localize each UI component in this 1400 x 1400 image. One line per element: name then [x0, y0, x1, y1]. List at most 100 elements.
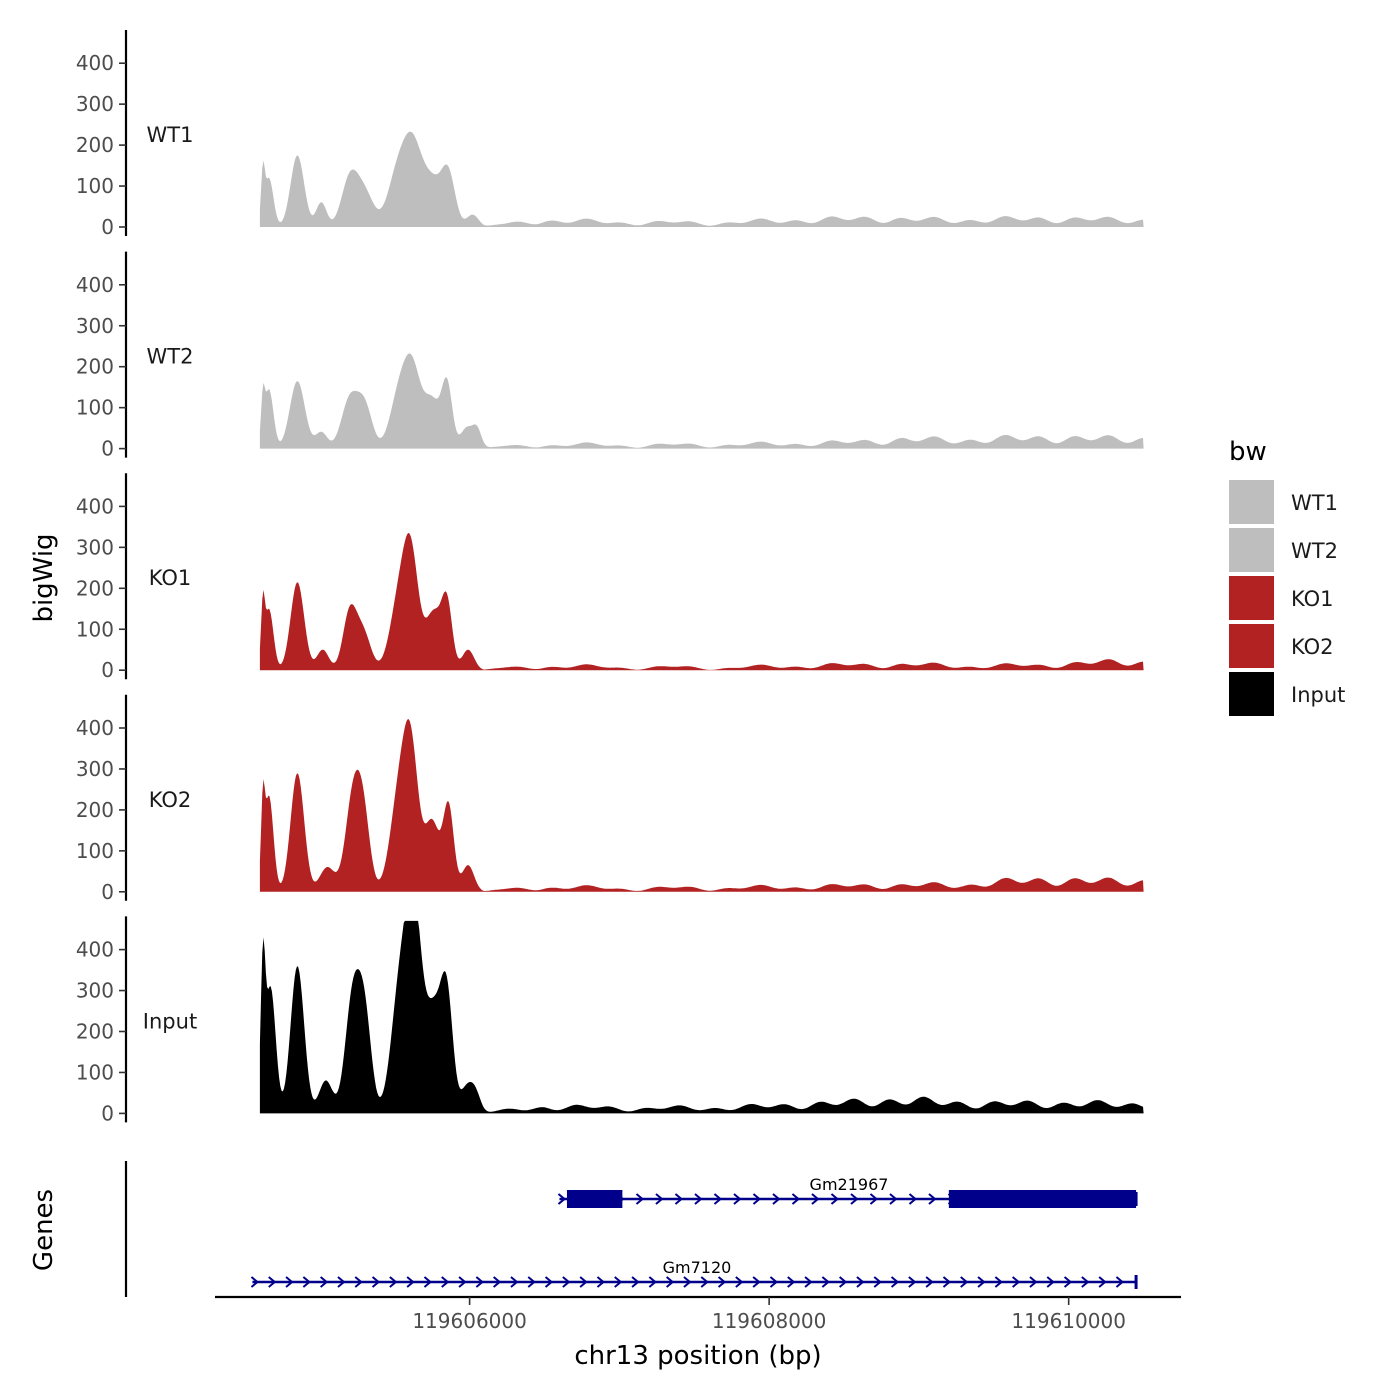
genes-layer: Gm21967 Gm7120 [124, 1161, 1138, 1297]
signal-area-wt1 [259, 131, 1144, 227]
y-tick-label: 300 [76, 92, 114, 116]
y-tick-label: 400 [76, 716, 114, 740]
strand-arrow [458, 1276, 467, 1288]
strand-arrow [562, 1276, 571, 1288]
strand-arrow [960, 1276, 969, 1288]
strand-arrow [250, 1276, 260, 1288]
strand-arrow [977, 1276, 986, 1288]
gene-label: Gm7120 [663, 1258, 732, 1277]
y-tick-label: 300 [76, 757, 114, 781]
strand-arrow [674, 1193, 684, 1205]
strand-arrow [735, 1276, 744, 1288]
strand-arrow [804, 1276, 813, 1288]
y-tick-label: 0 [101, 215, 114, 239]
track-ko2: 0 100 200 300 400 KO2 [76, 694, 1144, 904]
legend-title: bw [1229, 437, 1267, 467]
signal-area-wt2 [259, 353, 1144, 449]
legend-swatch-wt1 [1229, 480, 1274, 524]
strand-arrow [752, 1193, 762, 1205]
y-tick-label: 200 [76, 133, 114, 157]
strand-arrow [406, 1276, 415, 1288]
strand-arrow [371, 1276, 381, 1288]
y-tick-label: 100 [76, 396, 114, 420]
strand-arrow [579, 1276, 588, 1288]
strand-arrow [655, 1193, 664, 1205]
strand-arrow [839, 1276, 848, 1288]
strand-arrow [811, 1193, 820, 1205]
genes-axis-title: Genes [29, 1189, 59, 1271]
legend-label-ko1: KO1 [1291, 587, 1334, 611]
strand-arrow [493, 1276, 502, 1288]
signal-area-ko2 [259, 719, 1144, 892]
strand-arrow [475, 1276, 484, 1288]
y-tick-label: 400 [76, 938, 114, 962]
y-tick-label: 100 [76, 1060, 114, 1084]
gene-label: Gm21967 [810, 1175, 889, 1194]
strand-arrow [614, 1276, 623, 1288]
strand-arrow [928, 1193, 937, 1205]
strand-arrow [527, 1276, 536, 1288]
strand-arrow [830, 1193, 840, 1205]
strand-arrow [908, 1193, 918, 1205]
y-tick-label: 100 [76, 617, 114, 641]
y-tick-label: 400 [76, 494, 114, 518]
strand-arrow [717, 1276, 727, 1288]
y-tick-label: 0 [101, 880, 114, 904]
strand-arrow [700, 1276, 709, 1288]
strand-arrow [869, 1193, 879, 1205]
strand-arrow [320, 1276, 329, 1288]
gene-gm21967: Gm21967 [557, 1175, 1138, 1208]
strand-arrow [769, 1276, 779, 1288]
x-axis: 119606000 119608000 119610000 [215, 1295, 1181, 1333]
signal-area-input [259, 920, 1144, 1114]
y-tick-label: 300 [76, 979, 114, 1003]
legend-label-wt1: WT1 [1291, 491, 1338, 515]
strand-arrow [694, 1193, 703, 1205]
strand-arrow [908, 1276, 917, 1288]
strand-arrow [354, 1276, 363, 1288]
y-tick-label: 300 [76, 535, 114, 559]
strand-arrow [925, 1276, 934, 1288]
x-axis-title: chr13 position (bp) [574, 1341, 821, 1371]
strand-arrow [1063, 1276, 1073, 1288]
y-tick-label: 0 [101, 658, 114, 682]
strand-arrow [441, 1276, 450, 1288]
strand-arrow [889, 1193, 898, 1205]
strand-arrow [752, 1276, 761, 1288]
legend-label-wt2: WT2 [1291, 539, 1338, 563]
y-tick-label: 300 [76, 314, 114, 338]
strand-arrow [733, 1193, 742, 1205]
strand-arrow [683, 1276, 692, 1288]
y-tick-label: 200 [76, 798, 114, 822]
strand-arrow [596, 1276, 606, 1288]
strand-arrow [850, 1193, 859, 1205]
strand-arrow [544, 1276, 554, 1288]
track-label: WT1 [147, 123, 194, 147]
y-tick-label: 200 [76, 1020, 114, 1044]
signal-area-ko1 [259, 532, 1144, 671]
strand-arrow [772, 1193, 781, 1205]
y-tick-label: 100 [76, 174, 114, 198]
strand-arrow [631, 1276, 640, 1288]
x-tick-label: 119610000 [1011, 1309, 1126, 1333]
strand-arrow [791, 1193, 801, 1205]
y-tick-label: 200 [76, 576, 114, 600]
strand-arrow [648, 1276, 657, 1288]
strand-arrow [873, 1276, 882, 1288]
strand-arrow [787, 1276, 796, 1288]
strand-arrow [666, 1276, 675, 1288]
strand-arrow [510, 1276, 519, 1288]
y-axis-title: bigWig [29, 533, 59, 622]
strand-arrow [942, 1276, 952, 1288]
strand-arrow [635, 1193, 645, 1205]
x-tick-label: 119608000 [712, 1309, 827, 1333]
strand-arrow [1098, 1276, 1107, 1288]
strand-arrow [1115, 1276, 1125, 1288]
legend: bw WT1 WT2 KO1 KO2 Input [1229, 437, 1345, 716]
track-label: KO2 [149, 788, 192, 812]
strand-arrow [302, 1276, 311, 1288]
track-wt2: 0 100 200 300 400 WT2 [76, 251, 1144, 461]
strand-arrow [1081, 1276, 1090, 1288]
strand-arrow [268, 1276, 277, 1288]
